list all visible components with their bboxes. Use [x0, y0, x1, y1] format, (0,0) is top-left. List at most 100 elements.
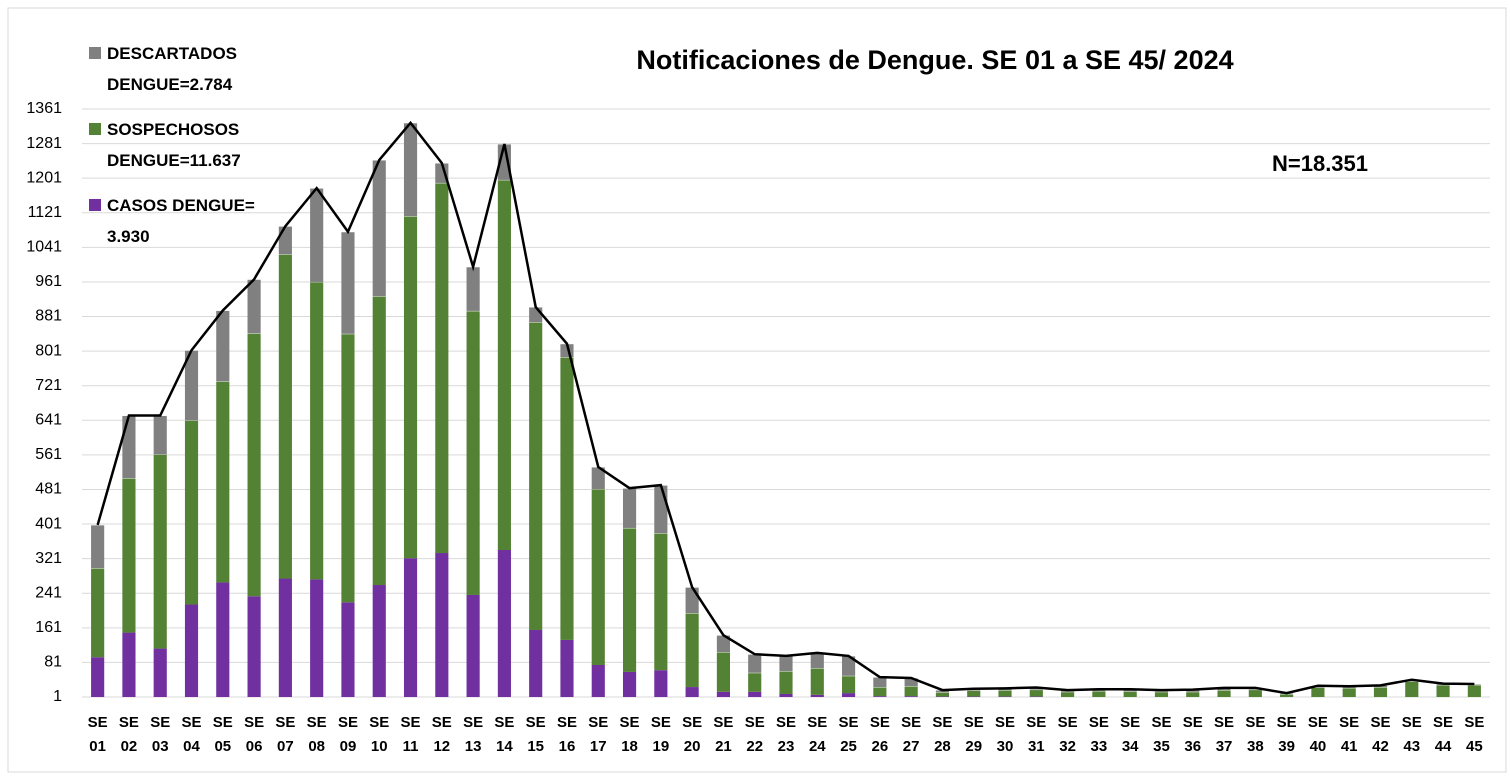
bar [341, 602, 355, 697]
y-tick-label: 1041 [26, 239, 62, 256]
y-tick-label: 1281 [26, 135, 62, 152]
bar [435, 183, 449, 554]
x-tick-label: SE 29 [963, 714, 984, 755]
bar [341, 334, 355, 603]
bar [1217, 690, 1231, 697]
x-tick-label: SE 35 [1151, 714, 1172, 755]
x-tick-label: SE 16 [556, 714, 577, 755]
bar [153, 454, 167, 649]
legend-swatch [89, 123, 101, 135]
x-tick-label: SE 14 [494, 714, 515, 755]
bar [748, 673, 762, 692]
x-tick-label: SE 05 [212, 714, 233, 755]
bar [372, 160, 386, 297]
x-tick-label: SE 33 [1088, 714, 1109, 755]
bar [967, 690, 981, 697]
bar [716, 652, 730, 692]
bar [216, 582, 230, 697]
bar [372, 585, 386, 697]
x-tick-label: SE 45 [1464, 714, 1485, 755]
bar [998, 690, 1012, 697]
y-tick-label: 161 [35, 619, 62, 636]
bar [654, 670, 668, 697]
bar [810, 653, 824, 669]
y-tick-label: 641 [35, 412, 62, 429]
y-tick-label: 1 [53, 688, 62, 705]
bar [122, 478, 136, 633]
x-tick-label: SE 23 [775, 714, 796, 755]
total-line [96, 120, 1475, 695]
bar [435, 553, 449, 697]
x-tick-label: SE 39 [1276, 714, 1297, 755]
bar [341, 232, 355, 334]
bar [122, 632, 136, 697]
chart-title: Notificaciones de Dengue. SE 01 a SE 45/… [636, 45, 1233, 75]
x-tick-label: SE 41 [1339, 714, 1360, 755]
x-tick-label: SE 03 [150, 714, 171, 755]
bar [310, 579, 324, 697]
bar [748, 654, 762, 673]
bar [779, 693, 793, 697]
bar [1280, 694, 1294, 697]
bar [372, 296, 386, 586]
bar [685, 587, 699, 614]
bar [1186, 692, 1200, 697]
bar [91, 568, 105, 658]
x-tick-label: SE 22 [744, 714, 765, 755]
bar [403, 216, 418, 559]
bar [842, 676, 856, 694]
x-tick-label: SE 09 [337, 714, 358, 755]
bar [591, 489, 605, 666]
bar [310, 188, 324, 282]
bar [685, 687, 699, 697]
bar [1154, 692, 1169, 697]
bar [810, 694, 824, 697]
y-tick-label: 401 [35, 515, 62, 532]
x-tick-label: SE 36 [1182, 714, 1203, 755]
bar [685, 613, 699, 688]
bar [748, 691, 762, 697]
bar [1186, 690, 1200, 692]
y-tick-label: 721 [35, 377, 62, 394]
bar [935, 692, 950, 697]
x-tick-label: SE 25 [838, 714, 859, 755]
x-tick-label: SE 43 [1401, 714, 1422, 755]
bar [1248, 690, 1262, 697]
bar [716, 635, 730, 653]
bar [216, 310, 230, 382]
legend-swatch [89, 199, 101, 211]
x-tick-label: SE 19 [650, 714, 671, 755]
x-tick-label: SE 38 [1245, 714, 1266, 755]
x-tick-label: SE 44 [1433, 714, 1454, 755]
bar [216, 381, 230, 583]
x-tick-label: SE 24 [807, 714, 828, 755]
legend-label: DESCARTADOS DENGUE=2.784 [107, 44, 238, 94]
x-tick-label: SE 30 [995, 714, 1016, 755]
bar [91, 657, 105, 697]
x-tick-label: SE 04 [181, 714, 202, 755]
bar [622, 671, 637, 697]
bar [1029, 690, 1043, 697]
bar [560, 357, 574, 640]
x-tick-label: SE 32 [1057, 714, 1078, 755]
bar [654, 485, 668, 534]
bar [1092, 691, 1106, 697]
y-tick-label: 881 [35, 308, 62, 325]
x-tick-label: SE 28 [932, 714, 953, 755]
legend-swatch [89, 47, 101, 59]
x-tick-label: SE 08 [306, 714, 327, 755]
x-tick-label: SE 15 [525, 714, 546, 755]
bar [278, 578, 292, 697]
x-tick-label: SE 01 [87, 714, 108, 755]
legend-label: CASOS DENGUE= 3.930 [107, 196, 255, 246]
bar [622, 528, 637, 672]
bar [622, 488, 637, 528]
x-tick-label: SE 40 [1307, 714, 1328, 755]
x-tick-label: SE 37 [1214, 714, 1235, 755]
bar [1061, 692, 1075, 697]
bar [873, 696, 887, 697]
bar [497, 550, 511, 697]
x-tick-label: SE 20 [682, 714, 703, 755]
bar [810, 668, 824, 695]
